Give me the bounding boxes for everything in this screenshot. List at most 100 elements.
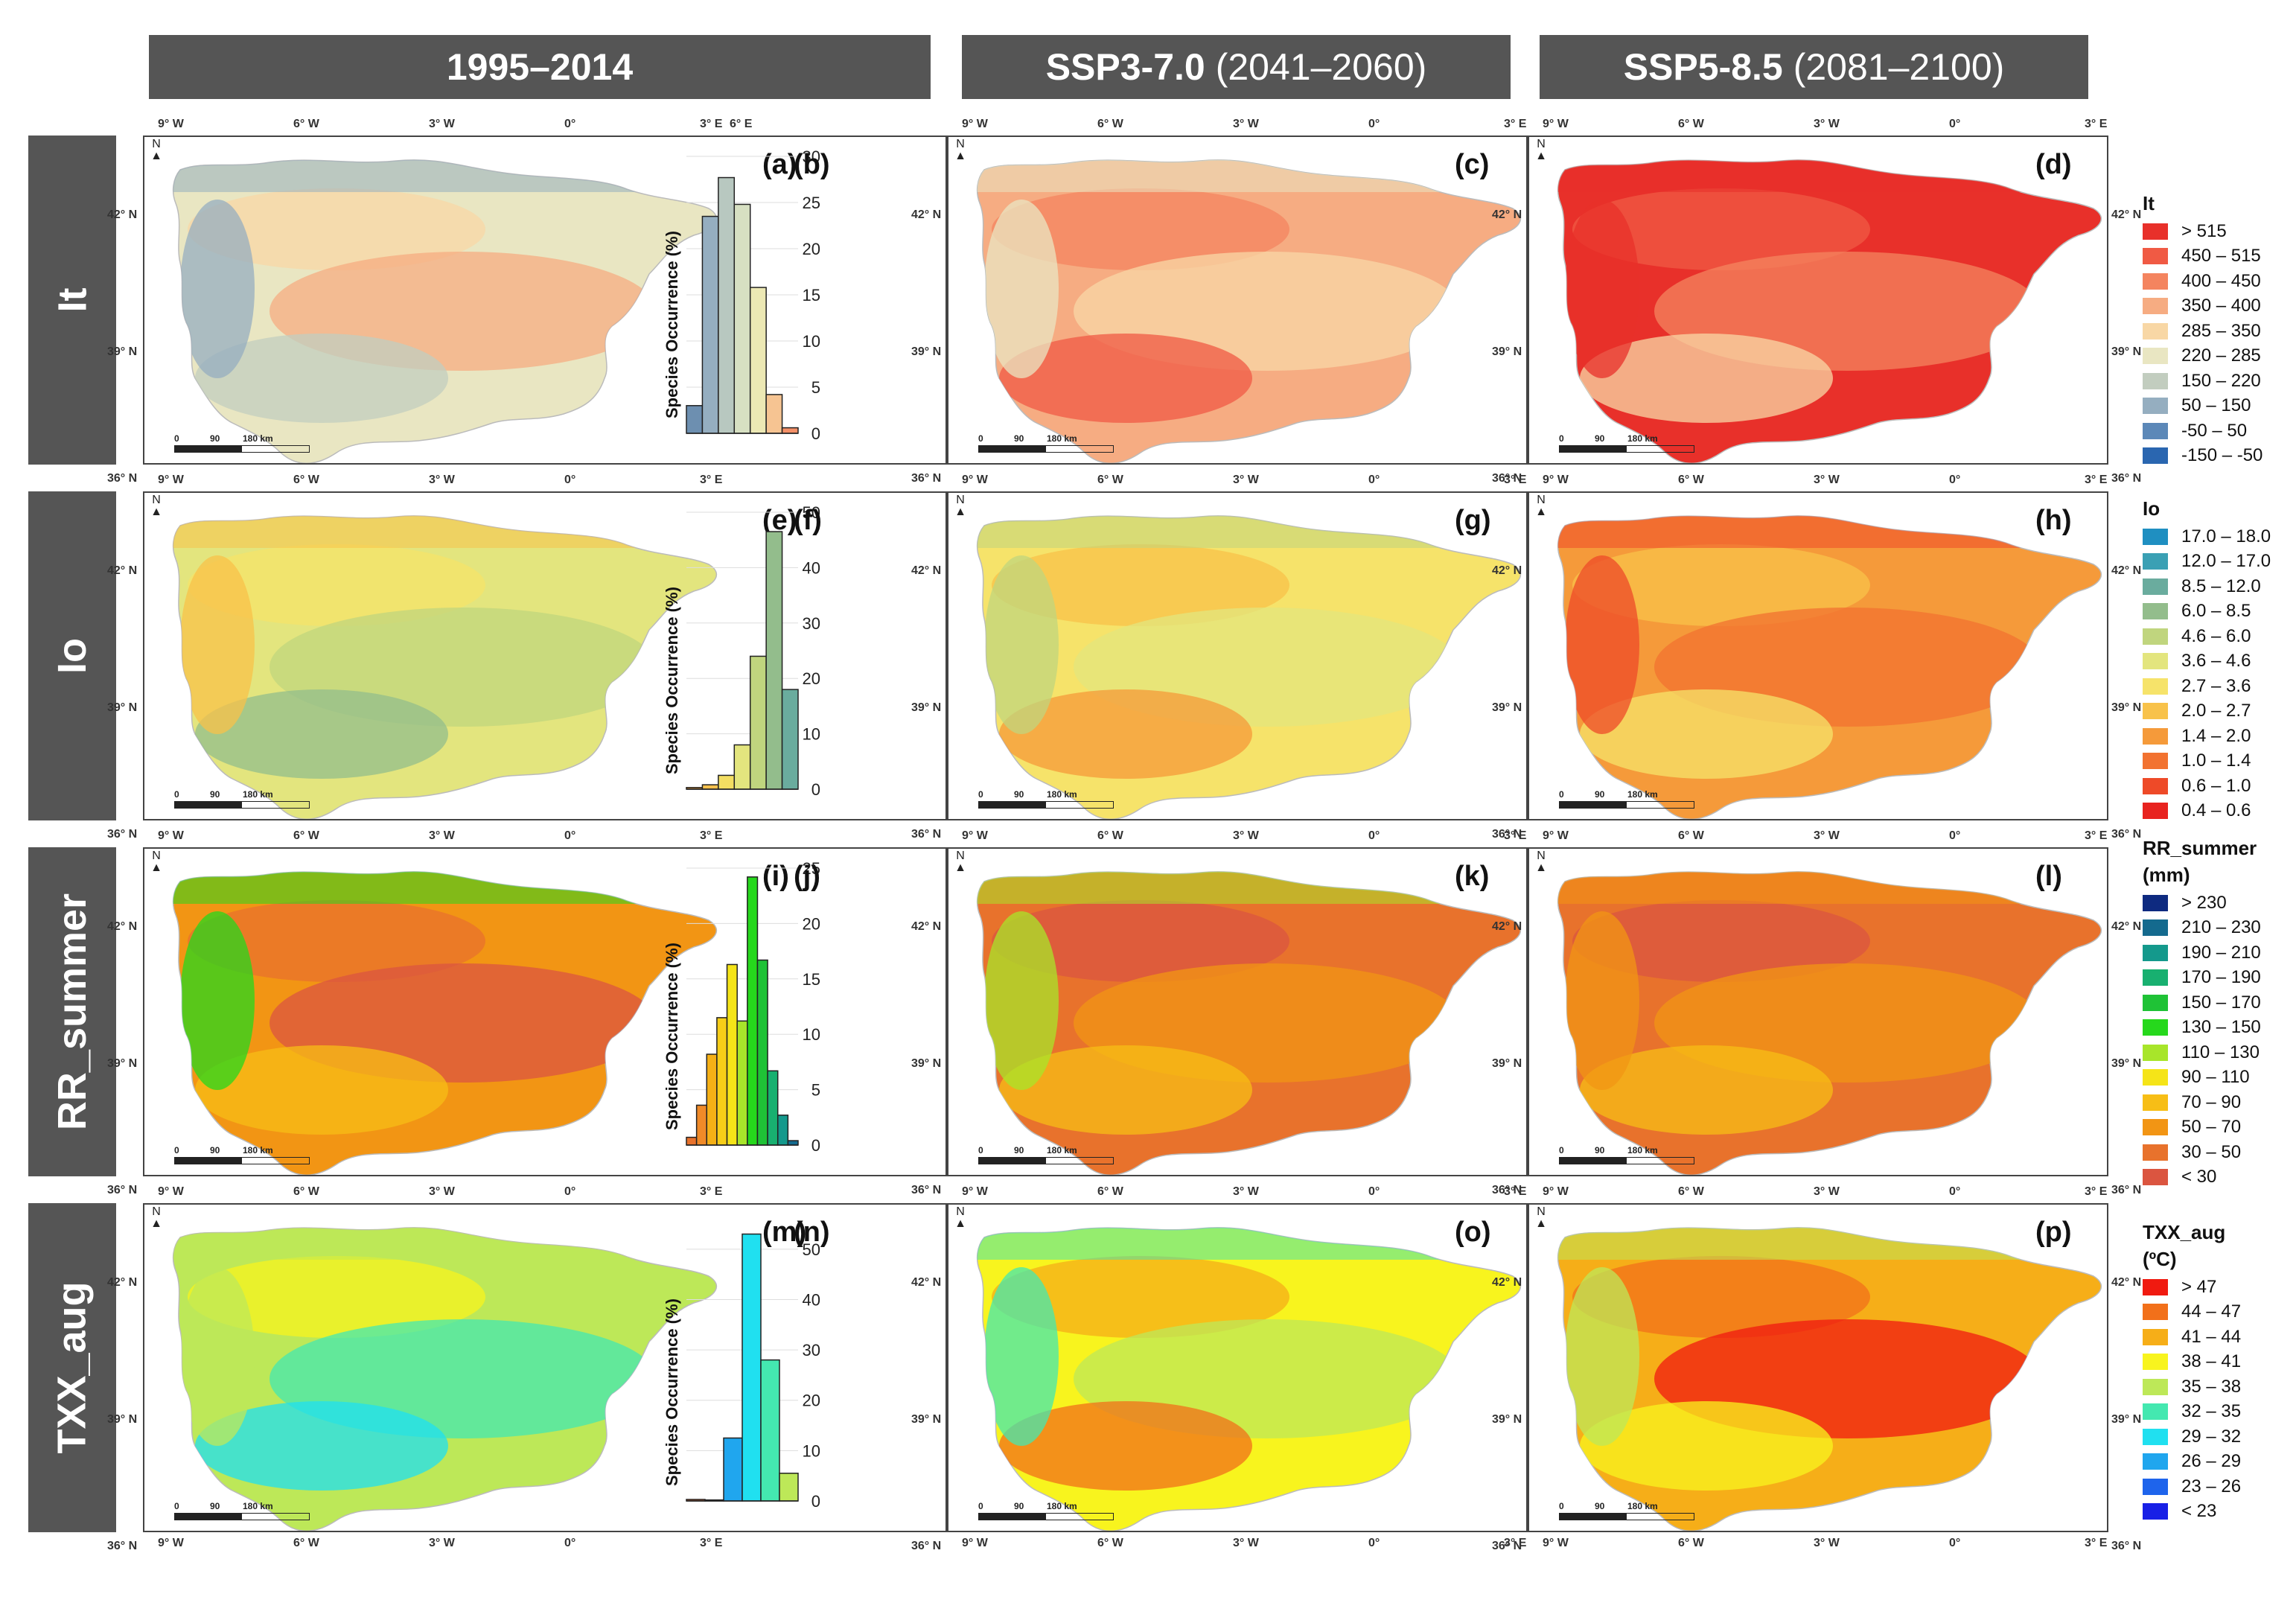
histogram-bar [749, 287, 767, 434]
legend-label: 6.0 – 8.5 [2181, 601, 2251, 622]
northern-coast-band [173, 159, 717, 192]
latitude-tick-right: 42° N [2111, 208, 2142, 221]
latitude-tick-right: 39° N [2111, 701, 2142, 714]
histogram-bar [718, 774, 736, 790]
longitude-tick: 9° W [1543, 829, 1569, 842]
longitude-tick: 3° E [2085, 829, 2108, 842]
legend-item: 12.0 – 17.0 [2143, 549, 2271, 575]
longitude-tick: 3° W [429, 829, 455, 842]
legend-item: 150 – 220 [2143, 369, 2262, 394]
longitude-tick-bottom: 9° W [158, 1537, 184, 1549]
histogram-it: 0 5 10 15 20 25 30 [686, 147, 820, 443]
latitude-tick-right: 42° N [2111, 1276, 2142, 1289]
histogram-bar [706, 1053, 718, 1146]
scale-bar-label: 0 [978, 789, 983, 800]
legend-item: 44 – 47 [2143, 1300, 2241, 1325]
climate-zone-patch [984, 1267, 1059, 1446]
longitude-tick: 9° W [158, 474, 184, 486]
north-arrow-icon: N ▲ [954, 494, 966, 518]
climate-zone-patch [999, 334, 1252, 423]
scale-bar [978, 445, 1114, 453]
column-header-ssp585: SSP5-8.5 (2081–2100) [1540, 35, 2088, 99]
legend-swatch [2143, 1428, 2168, 1445]
legend-swatch [2143, 398, 2168, 415]
map-panel-io-base[interactable]: (e) N ▲ 0 90 180 km 0 10 20 30 40 50 Species Occurr… [143, 491, 947, 820]
longitude-tick: 3° E [700, 829, 723, 842]
scale-bar-label: 90 [1014, 789, 1024, 800]
latitude-tick: 39° N [1492, 1413, 1522, 1426]
latitude-tick: 42° N [911, 1276, 942, 1289]
legend-swatch [2143, 372, 2168, 389]
map-panel-rr-summer-ssp370[interactable]: (k) N ▲ 0 90 180 km [947, 847, 1528, 1176]
histogram-y-tick: 5 [811, 378, 820, 397]
histogram-bar [733, 744, 751, 790]
northern-coast-band [977, 515, 1521, 548]
latitude-tick-right: 42° N [2111, 564, 2142, 577]
scale-bar-label: 90 [1595, 1145, 1605, 1155]
histogram-y-tick: 15 [803, 286, 820, 305]
climate-zone-patch [984, 911, 1059, 1090]
north-arrow-icon: N ▲ [1535, 494, 1547, 518]
map-panel-txx-aug-ssp370[interactable]: (o) N ▲ 0 90 180 km [947, 1203, 1528, 1532]
scale-bar [1559, 801, 1694, 809]
legend-label: 4.6 – 6.0 [2181, 625, 2251, 646]
latitude-tick: 39° N [107, 345, 138, 358]
climate-zone-patch [984, 200, 1059, 378]
row-header-txx-aug-text: TXX_aug [50, 1281, 95, 1454]
map-panel-io-ssp370[interactable]: (g) N ▲ 0 90 180 km [947, 491, 1528, 820]
map-panel-txx-aug-ssp585[interactable]: (p) N ▲ 0 90 180 km [1528, 1203, 2108, 1532]
legend-item: 130 – 150 [2143, 1016, 2261, 1041]
histogram-bar [765, 531, 783, 790]
histogram-bar [747, 876, 759, 1146]
climate-zone-patch [1572, 900, 1870, 982]
legend-item: > 515 [2143, 219, 2262, 244]
scale-bar [1559, 1513, 1694, 1520]
longitude-tick: 0° [564, 474, 576, 486]
legend-swatch [2143, 1453, 2168, 1470]
climate-zone-patch [180, 200, 255, 378]
map-panel-it-ssp585[interactable]: (d) N ▲ 0 90 180 km [1528, 136, 2108, 465]
climate-zone-patch [1580, 334, 1833, 423]
climate-zone-patch [195, 334, 448, 423]
legend-item: 110 – 130 [2143, 1040, 2261, 1065]
longitude-tick: 0° [1368, 118, 1380, 130]
legend-item: 170 – 190 [2143, 966, 2261, 991]
scale-bar-label: 0 [978, 1501, 983, 1511]
histogram-y-label: Species Occurrence (%) [663, 943, 681, 1130]
scale-bar-label: 90 [210, 1145, 220, 1155]
latitude-tick: 36° N [107, 1184, 138, 1196]
northern-coast-band [173, 1227, 717, 1260]
map-panel-io-ssp585[interactable]: (h) N ▲ 0 90 180 km [1528, 491, 2108, 820]
map-panel-txx-aug-base[interactable]: (m) N ▲ 0 90 180 km 0 10 20 30 40 50 Species Occurr… [143, 1203, 947, 1532]
latitude-tick-right: 39° N [2111, 345, 2142, 358]
histogram-bar [686, 405, 704, 434]
scale-bar-label: 0 [1559, 1501, 1564, 1511]
legend-label: 3.6 – 4.6 [2181, 651, 2251, 672]
northern-coast-band [173, 515, 717, 548]
histogram-bar [701, 784, 719, 790]
scale-bar-label: 180 km [1047, 433, 1077, 444]
longitude-tick: 6° W [293, 829, 319, 842]
climate-zone-patch [188, 188, 485, 270]
latitude-tick: 36° N [1492, 472, 1522, 485]
scale-bar-label: 180 km [1627, 1501, 1658, 1511]
northern-coast-band [1557, 159, 2102, 192]
histogram-bar [718, 176, 736, 434]
histogram-bar [723, 1437, 743, 1502]
histogram-y-tick: 50 [803, 503, 820, 522]
row-header-io: Io [28, 491, 116, 820]
longitude-tick: 6° W [1678, 118, 1704, 130]
map-panel-rr-summer-ssp585[interactable]: (l) N ▲ 0 90 180 km [1528, 847, 2108, 1176]
legend-label: 44 – 47 [2181, 1301, 2242, 1322]
map-panel-it-base[interactable]: (a) N ▲ 0 90 180 km 0 5 10 15 20 25 30 Species Occur… [143, 136, 947, 465]
map-panel-rr-summer-base[interactable]: (i) N ▲ 0 90 180 km 0 5 10 15 20 25 Species Occurre… [143, 847, 947, 1176]
histogram-bar [765, 394, 783, 434]
legend-item: 17.0 – 18.0 [2143, 524, 2271, 549]
legend-label: 400 – 450 [2181, 270, 2261, 291]
legend-label: 150 – 170 [2181, 992, 2261, 1013]
longitude-tick-bottom: 6° W [1097, 1537, 1123, 1549]
legend-label: 29 – 32 [2181, 1426, 2242, 1447]
map-panel-it-ssp370[interactable]: (c) N ▲ 0 90 180 km [947, 136, 1528, 465]
panel-label: (o) [1455, 1217, 1491, 1248]
northern-coast-band [977, 1227, 1521, 1260]
